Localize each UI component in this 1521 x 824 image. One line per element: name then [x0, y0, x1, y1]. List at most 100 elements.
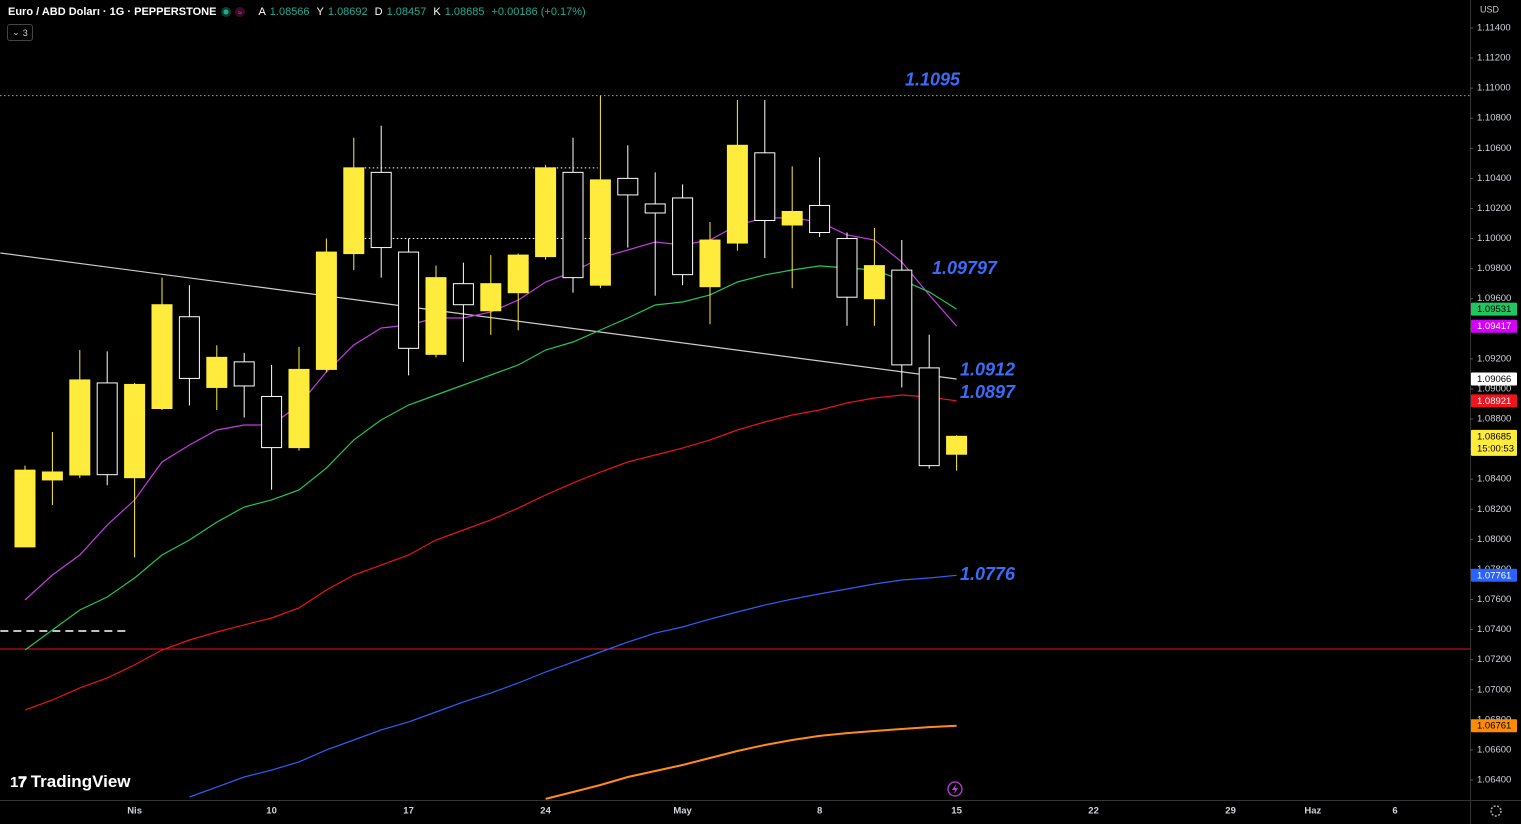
candle-body — [370, 171, 392, 249]
y-tick-label: 1.10000 — [1477, 233, 1511, 244]
price-badge — [1471, 319, 1517, 333]
candle-body — [754, 152, 776, 221]
price-badge-label: 1.07761 — [1477, 570, 1511, 581]
price-badge — [1471, 719, 1517, 733]
logo-text: TradingView — [30, 772, 131, 791]
x-tick-label: 15 — [951, 806, 962, 817]
price-badge-label: 1.06761 — [1477, 721, 1511, 732]
ohlc-key: K — [433, 6, 441, 18]
ohlc-value: 1.08685 — [444, 6, 485, 18]
event-icon[interactable] — [947, 781, 963, 797]
trendline — [0, 252, 957, 380]
ma-line — [24, 394, 957, 711]
price-annotation: 1.09797 — [932, 258, 998, 278]
price-badge-label: 1.08921 — [1477, 396, 1511, 407]
y-tick-label: 1.11400 — [1477, 22, 1511, 33]
symbol-title[interactable]: Euro / ABD Doları · 1G · PEPPERSTONE — [8, 6, 217, 18]
candle-body — [589, 179, 611, 286]
candle-body — [124, 383, 146, 479]
price-badge-label: 1.09417 — [1477, 321, 1511, 332]
y-tick-label: 1.10600 — [1477, 143, 1511, 154]
last-price-badge — [1471, 429, 1517, 456]
y-tick-label: 1.11200 — [1477, 53, 1511, 64]
ma-line — [545, 724, 957, 800]
y-tick-label: 1.06400 — [1477, 775, 1511, 786]
candle-body — [288, 368, 310, 449]
y-tick-label: 1.08000 — [1477, 534, 1511, 545]
price-badge-label: 1.09531 — [1477, 304, 1511, 315]
currency-label[interactable]: USD — [1480, 4, 1500, 14]
last-price-label: 1.08685 — [1477, 431, 1511, 442]
candle-body — [617, 177, 639, 196]
y-tick-label: 1.08800 — [1477, 414, 1511, 425]
ohlc-key: Y — [316, 6, 324, 18]
legend-header: Euro / ABD Doları · 1G · PEPPERSTONE ≈ A… — [8, 6, 589, 18]
candle-body — [836, 238, 858, 298]
price-annotation: 1.0897 — [960, 382, 1016, 402]
candle-body — [562, 171, 584, 279]
candle-body — [809, 204, 831, 234]
x-tick-label: 17 — [403, 806, 414, 817]
y-tick-label: 1.07600 — [1477, 594, 1511, 605]
candle-body — [699, 239, 721, 288]
logo-icon: 1𝟕 — [10, 773, 27, 791]
price-badge — [1471, 372, 1517, 386]
countdown: 15:00:53 — [1477, 443, 1514, 454]
y-tick-label: 1.08200 — [1477, 504, 1511, 515]
price-annotation: 1.0776 — [960, 564, 1016, 584]
candle-body — [14, 469, 36, 548]
price-badge — [1471, 568, 1517, 582]
logo[interactable]: 1𝟕 TradingView — [10, 772, 131, 792]
candle-body — [233, 361, 255, 387]
ohlc-value: 1.08692 — [327, 6, 368, 18]
candle-body — [480, 283, 502, 312]
candle-body — [425, 277, 447, 355]
y-tick-label: 1.09200 — [1477, 353, 1511, 364]
candle-body — [644, 203, 666, 214]
x-tick-label: 10 — [266, 806, 277, 817]
candle-body — [206, 356, 228, 388]
candle-body — [178, 316, 200, 379]
y-tick-label: 1.07400 — [1477, 624, 1511, 635]
x-tick-label: 8 — [817, 806, 822, 817]
y-tick-label: 1.10800 — [1477, 113, 1511, 124]
candle-body — [946, 435, 968, 455]
price-badge — [1471, 302, 1517, 316]
candle-body — [69, 379, 91, 476]
x-tick-label: May — [673, 806, 692, 817]
y-tick-label: 1.10400 — [1477, 173, 1511, 184]
candle-body — [535, 167, 557, 258]
candle-body — [507, 254, 529, 294]
ohlc-value: 1.08566 — [269, 6, 310, 18]
price-change: +0.00186 (+0.17%) — [491, 6, 586, 18]
y-tick-label: 1.10200 — [1477, 203, 1511, 214]
y-tick-label: 1.08400 — [1477, 474, 1511, 485]
candle-body — [891, 269, 913, 366]
candle-body — [452, 283, 474, 306]
indicator-toggle[interactable]: ⌄ 3 — [7, 24, 33, 41]
status-dot-inner — [223, 9, 229, 15]
event-icon-bolt — [952, 784, 958, 794]
x-tick-label: 22 — [1088, 806, 1099, 817]
settings-icon[interactable] — [1490, 805, 1502, 817]
y-tick-label: 1.09000 — [1477, 383, 1511, 394]
y-tick-label: 1.07200 — [1477, 654, 1511, 665]
status-icons: ≈ — [221, 7, 246, 17]
price-badge — [1471, 394, 1517, 408]
candle-body — [398, 251, 420, 349]
x-tick-label: Nis — [127, 806, 142, 817]
status-glyph: ≈ — [239, 10, 243, 17]
y-tick-label: 1.09800 — [1477, 263, 1511, 274]
x-tick-label: Haz — [1304, 806, 1321, 817]
candle-body — [918, 367, 940, 467]
candle-body — [726, 144, 748, 244]
y-tick-label: 1.07000 — [1477, 684, 1511, 695]
x-tick-label: 6 — [1392, 806, 1397, 817]
candle-body — [343, 167, 365, 255]
chevron: ⌄ — [12, 27, 20, 37]
candle-body — [41, 471, 63, 481]
